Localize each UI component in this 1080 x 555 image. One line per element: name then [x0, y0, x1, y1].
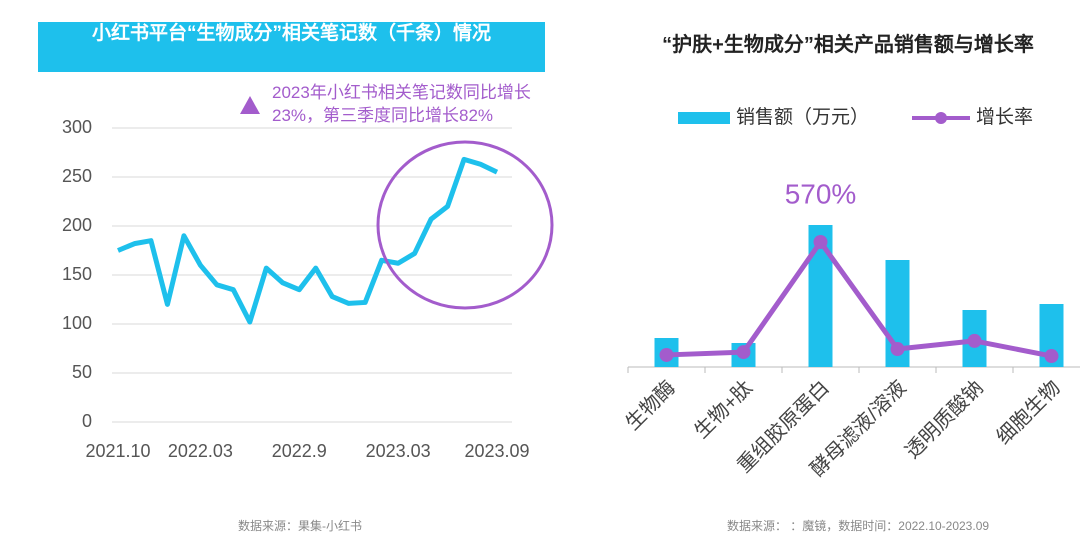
data-point: [736, 345, 751, 360]
data-label: 570%: [785, 178, 857, 209]
x-tick-label: 2023.03: [366, 441, 431, 461]
data-point: [967, 333, 982, 348]
legend-swatch: [935, 112, 947, 124]
chart-title: 小红书平台“生物成分”相关笔记数（千条）情况: [38, 22, 545, 72]
y-tick-label: 300: [62, 117, 92, 137]
x-tick-label: 2021.10: [85, 441, 150, 461]
y-tick-label: 250: [62, 166, 92, 186]
data-point: [659, 347, 674, 362]
y-tick-label: 150: [62, 264, 92, 284]
data-line: [666, 239, 1052, 359]
data-point: [813, 235, 828, 249]
x-tick-label: 生物+肽: [690, 376, 757, 443]
source: 数据来源： ：魔镜，数据时间：2022.10-2023.09: [727, 518, 989, 533]
chart-title: “护肤+生物成分”相关产品销售额与增长率: [662, 34, 1034, 56]
x-tick-label: 2022.9: [272, 441, 327, 461]
x-tick-label: 2023.09: [464, 441, 529, 461]
y-tick-label: 0: [82, 411, 92, 431]
data-point: [890, 342, 905, 357]
data-point: [1044, 349, 1059, 364]
y-tick-label: 200: [62, 215, 92, 235]
annotation: 2023年小红书相关笔记数同比增长23%，第三季度同比增长82%: [272, 83, 531, 125]
x-tick-label: 细胞生物: [992, 376, 1065, 449]
x-tick-label: 2022.03: [168, 441, 233, 461]
source: 数据来源：果集-小红书: [238, 518, 362, 533]
x-tick-label: 生物酶: [621, 376, 680, 435]
legend-swatch: [678, 112, 730, 124]
x-tick-label: 透明质酸钠: [901, 376, 988, 463]
legend-label: 增长率: [976, 106, 1033, 128]
data-line: [117, 156, 499, 325]
legend-label: 销售额（万元）: [736, 106, 869, 128]
y-tick-label: 100: [62, 313, 92, 333]
highlight-circle: [376, 140, 554, 310]
annotation-marker: [240, 96, 260, 114]
y-tick-label: 50: [72, 362, 92, 382]
